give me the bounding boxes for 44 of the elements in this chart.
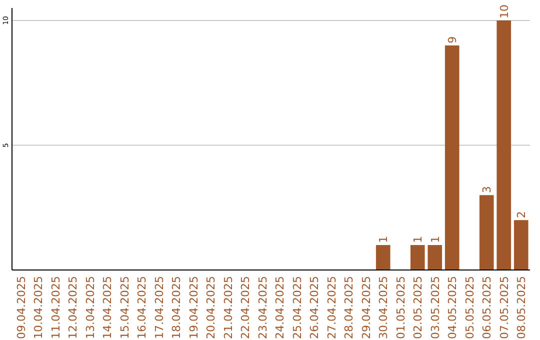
x-tick-label: 04.05.2025 xyxy=(446,276,460,339)
x-tick-label: 03.05.2025 xyxy=(428,276,442,339)
x-tick-label: 18.04.2025 xyxy=(170,276,184,339)
x-tick-label: 25.04.2025 xyxy=(290,276,304,339)
x-tick-label: 12.04.2025 xyxy=(66,276,80,339)
x-tick-label: 19.04.2025 xyxy=(187,276,200,339)
bar xyxy=(428,245,442,270)
bar xyxy=(410,245,425,270)
x-tick-label: 20.04.2025 xyxy=(204,276,218,339)
x-tick-label: 05.05.2025 xyxy=(463,276,476,339)
bar xyxy=(444,45,460,270)
x-tick-label: 08.05.2025 xyxy=(515,276,528,339)
x-tick-label: 16.04.2025 xyxy=(136,276,149,339)
data-label: 1 xyxy=(377,236,390,244)
x-tick-label: 21.04.2025 xyxy=(222,276,235,339)
x-tick-label: 26.04.2025 xyxy=(308,276,322,339)
bar xyxy=(479,195,494,270)
x-tick-label: 17.04.2025 xyxy=(152,276,166,339)
x-tick-label: 02.05.2025 xyxy=(412,276,425,339)
x-tick-label: 27.04.2025 xyxy=(325,276,338,339)
x-tick-label: 24.04.2025 xyxy=(274,276,287,339)
x-tick-label: 13.04.2025 xyxy=(84,276,97,339)
data-label: 3 xyxy=(480,186,494,194)
x-tick-label: 10.04.2025 xyxy=(32,276,46,339)
data-label: 10 xyxy=(498,4,511,18)
x-tick-label: 01.05.2025 xyxy=(394,276,408,339)
bar xyxy=(496,20,512,270)
x-tick-label: 07.05.2025 xyxy=(498,276,511,339)
x-tick-label: 23.04.2025 xyxy=(256,276,270,339)
x-tick-label: 06.05.2025 xyxy=(480,276,494,339)
data-label: 9 xyxy=(446,36,460,44)
x-tick-label: 22.04.2025 xyxy=(239,276,252,339)
x-tick-label: 09.04.2025 xyxy=(14,276,28,339)
data-label: 2 xyxy=(515,211,528,218)
x-tick-label: 11.04.2025 xyxy=(49,276,62,339)
bar xyxy=(514,220,528,270)
x-tick-label: 28.04.2025 xyxy=(342,276,356,339)
x-tick-label: 15.04.2025 xyxy=(118,276,132,339)
x-tick-label: 14.04.2025 xyxy=(101,276,114,339)
data-label: 1 xyxy=(412,236,425,244)
x-tick-label: 29.04.2025 xyxy=(360,276,373,339)
bar xyxy=(376,245,390,270)
x-tick-label: 30.04.2025 xyxy=(377,276,390,339)
data-label: 1 xyxy=(428,236,442,244)
